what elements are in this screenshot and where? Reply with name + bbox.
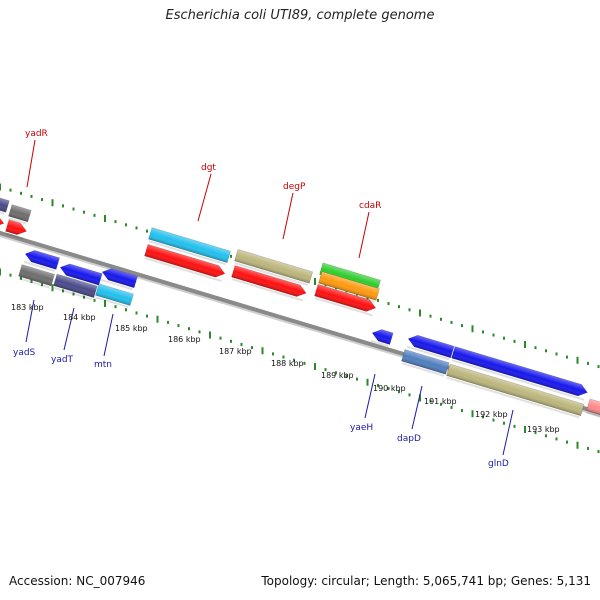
gene-bar [406, 334, 455, 361]
topology-text: Topology: circular; Length: 5,065,741 bp… [261, 574, 591, 588]
gene-bar [446, 363, 585, 419]
scale-label: 186 kbp [168, 335, 201, 344]
gene-bar [100, 268, 138, 291]
feature-track [0, 195, 600, 419]
scale-label: 188 kbp [271, 359, 304, 368]
gene-label-degP[interactable]: degP [283, 182, 306, 192]
gene-bar [144, 244, 226, 283]
gene-bar [370, 329, 394, 348]
gene-label-yaeH[interactable]: yaeH [350, 423, 373, 433]
gene-bar [586, 398, 600, 419]
gene-bar [148, 227, 231, 266]
gene-bar [234, 249, 314, 286]
scale-label: 184 kbp [63, 313, 96, 322]
gene-label-yadS[interactable]: yadS [13, 348, 36, 358]
gene-label-yadR[interactable]: yadR [25, 129, 48, 139]
gene-bar [8, 204, 32, 225]
leader-line [282, 192, 294, 240]
scale-label: 183 kbp [11, 303, 44, 312]
gene-bar [95, 283, 134, 309]
gene-label-dgt[interactable]: dgt [201, 163, 216, 173]
leader-line [502, 409, 514, 456]
gene-bar [18, 264, 55, 289]
gene-bar [0, 195, 10, 215]
gene-bar [53, 273, 98, 301]
scale-label: 187 kbp [219, 347, 252, 356]
leader-line [26, 139, 36, 188]
gene-bar [5, 219, 27, 240]
inner-tick-track [0, 268, 600, 454]
gene-bar [231, 265, 307, 302]
map-title: Escherichia coli UTI89, complete genome [165, 8, 435, 23]
gene-label-glnD[interactable]: glnD [488, 459, 509, 469]
scale-label: 191 kbp [424, 397, 457, 406]
scale-label: 189 kbp [321, 371, 354, 380]
gene-bar [23, 250, 60, 272]
gene-label-yadT[interactable]: yadT [51, 355, 74, 365]
outer-tick-track [0, 183, 600, 369]
scale-label: 190 kbp [373, 384, 406, 393]
gene-label-cdaR[interactable]: cdaR [359, 201, 381, 211]
accession-text: Accession: NC_007946 [9, 574, 146, 588]
gene-label-dapD[interactable]: dapD [397, 434, 421, 444]
gene-bar [0, 213, 5, 232]
leader-line [197, 173, 212, 222]
leader-line [364, 373, 376, 419]
leader-line [103, 313, 114, 357]
gene-bar [401, 349, 450, 377]
leader-line [25, 299, 35, 343]
label-layer: 183 kbp 184 kbp 185 kbp 186 kbp 187 kbp 188 k… [11, 129, 560, 469]
scale-label: 193 kbp [527, 425, 560, 434]
scale-label: 192 kbp [475, 410, 508, 419]
gene-bar [314, 284, 377, 317]
leader-line [411, 385, 423, 430]
gene-label-mtn[interactable]: mtn [94, 360, 112, 370]
leader-line [358, 211, 370, 259]
label-leader-lines [25, 139, 514, 456]
scale-label: 185 kbp [115, 324, 148, 333]
leader-line [63, 307, 75, 351]
gene-bar [451, 346, 588, 401]
